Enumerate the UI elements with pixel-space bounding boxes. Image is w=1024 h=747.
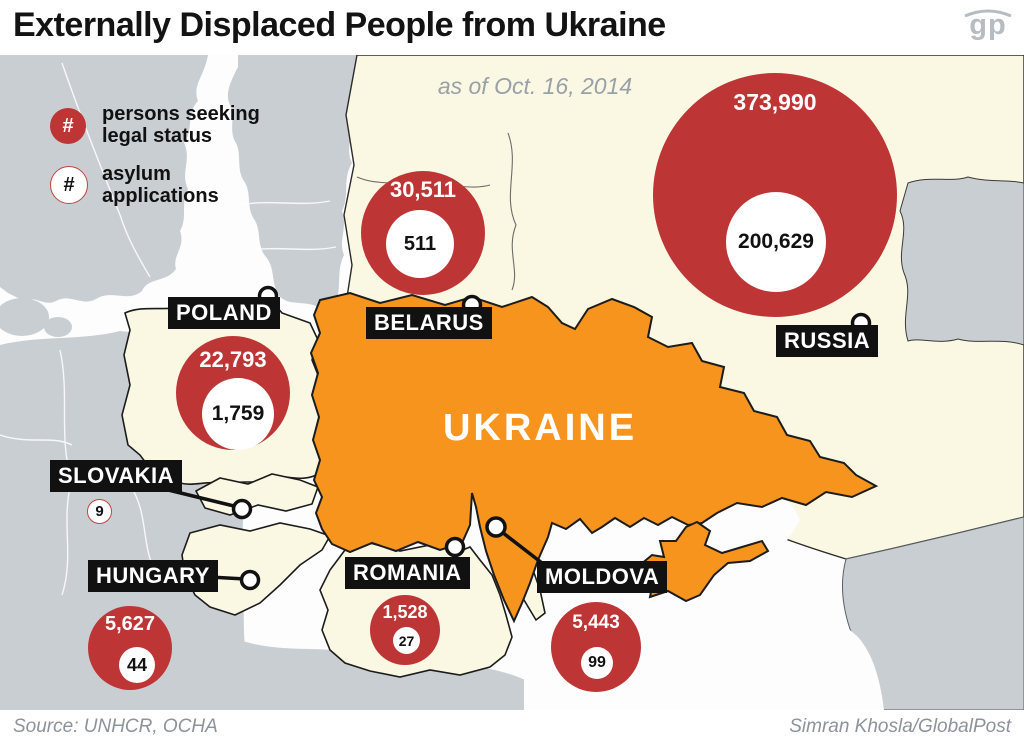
slovakia-dot: [231, 498, 253, 520]
poland-label: POLAND: [168, 297, 280, 329]
crimea-shape: [638, 520, 770, 603]
poland-seeking-value: 22,793: [199, 347, 267, 372]
legend-asylum-label: asylum applications: [102, 163, 219, 207]
hungary-asylum-value: 44: [126, 654, 148, 675]
moldova-asylum-bubble: 99: [581, 647, 613, 679]
legend-seeking-line2: legal status: [102, 125, 213, 147]
russia-seeking-value: 373,990: [733, 89, 817, 115]
slovakia-asylum-value: 9: [95, 503, 104, 520]
base-map: [0, 55, 1024, 710]
ukraine-label: UKRAINE: [442, 407, 638, 449]
poland-asylum-value: 1,759: [211, 402, 265, 425]
moldova-seeking-value: 5,443: [572, 612, 620, 633]
hungary-dot: [239, 569, 261, 591]
legend-hash-2: #: [63, 173, 75, 196]
belarus-seeking-value: 30,511: [389, 177, 457, 202]
legend-seeking-line1: persons seeking: [102, 103, 260, 125]
date-note: as of Oct. 16, 2014: [437, 73, 633, 99]
hungary-label: HUNGARY: [88, 560, 218, 592]
baltics-shape: [227, 55, 362, 309]
moldova-label: MOLDOVA: [537, 561, 668, 593]
moldova-asylum-value: 99: [588, 654, 606, 671]
author-credit: Simran Khosla/GlobalPost: [789, 716, 1011, 737]
romania-dot: [444, 536, 466, 558]
russia-label: RUSSIA: [776, 325, 879, 357]
belarus-asylum-value: 511: [403, 232, 437, 255]
russia-asylum-bubble: 200,629: [726, 192, 826, 292]
legend-seeking-label: persons seeking legal status: [102, 103, 260, 147]
hungary-seeking-value: 5,627: [104, 613, 156, 635]
footer-bar: Source: UNHCR, OCHA Simran Khosla/Global…: [0, 710, 1024, 747]
globalpost-logo: gp: [960, 4, 1016, 50]
legend-hash: #: [62, 114, 74, 137]
logo-text: gp: [969, 9, 1007, 41]
logo-arc-icon: [964, 9, 1012, 18]
legend-asylum-line2: applications: [102, 185, 219, 207]
denmark-shape: [0, 298, 49, 336]
romania-seeking-value: 1,528: [382, 602, 428, 622]
legend-seeking-icon: #: [50, 108, 86, 144]
source-credit: Source: UNHCR, OCHA: [13, 716, 218, 737]
russia-asylum-value: 200,629: [738, 230, 814, 253]
moldova-dot: [485, 516, 507, 538]
belarus-label: BELARUS: [366, 307, 492, 339]
romania-asylum-value: 27: [398, 632, 415, 649]
belarus-asylum-bubble: 511: [386, 210, 454, 278]
slovakia-asylum-bubble: 9: [87, 499, 112, 524]
slovakia-label: SLOVAKIA: [50, 460, 183, 492]
romania-asylum-bubble: 27: [393, 627, 420, 654]
kazakhstan-shape: [899, 176, 1024, 346]
denmark-island-shape: [44, 317, 72, 337]
page-title: Externally Displaced People from Ukraine: [13, 6, 666, 44]
poland-asylum-bubble: 1,759: [202, 378, 274, 450]
legend-asylum-line1: asylum: [102, 163, 171, 185]
legend-asylum-icon: #: [50, 166, 88, 204]
map-area: as of Oct. 16, 2014 # persons seeking le…: [0, 55, 1024, 710]
hungary-asylum-bubble: 44: [119, 647, 155, 683]
header-bar: Externally Displaced People from Ukraine…: [0, 0, 1024, 55]
romania-label: ROMANIA: [345, 557, 470, 589]
